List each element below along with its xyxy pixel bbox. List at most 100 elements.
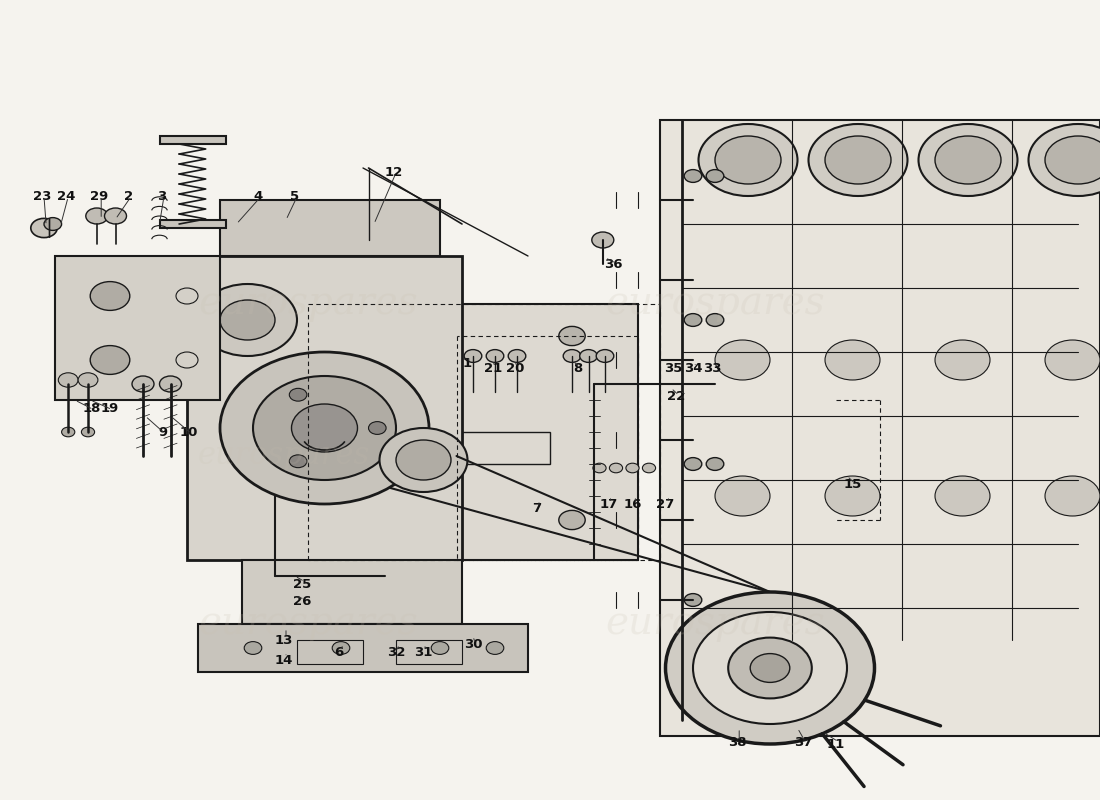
Circle shape	[750, 654, 790, 682]
Text: 14: 14	[275, 654, 293, 666]
Text: 36: 36	[605, 258, 623, 270]
Text: 32: 32	[387, 646, 405, 658]
Circle shape	[104, 208, 126, 224]
Text: 9: 9	[158, 426, 167, 438]
Polygon shape	[660, 120, 1100, 736]
Circle shape	[580, 350, 597, 362]
Circle shape	[593, 463, 606, 473]
Circle shape	[31, 218, 57, 238]
Circle shape	[706, 170, 724, 182]
Circle shape	[1045, 476, 1100, 516]
Text: 4: 4	[254, 190, 263, 202]
Circle shape	[198, 284, 297, 356]
Circle shape	[592, 232, 614, 248]
Polygon shape	[55, 256, 220, 400]
Circle shape	[935, 340, 990, 380]
Polygon shape	[220, 200, 440, 256]
Circle shape	[431, 642, 449, 654]
Circle shape	[684, 594, 702, 606]
Text: 2: 2	[124, 190, 133, 202]
Text: 16: 16	[624, 498, 641, 510]
Circle shape	[1028, 124, 1100, 196]
Circle shape	[684, 170, 702, 182]
Circle shape	[918, 124, 1018, 196]
Circle shape	[220, 352, 429, 504]
Circle shape	[825, 476, 880, 516]
Circle shape	[396, 440, 451, 480]
Text: 19: 19	[101, 402, 119, 414]
Circle shape	[728, 638, 812, 698]
Circle shape	[706, 458, 724, 470]
Circle shape	[1045, 340, 1100, 380]
Circle shape	[666, 592, 874, 744]
Text: eurospares: eurospares	[198, 286, 418, 322]
Circle shape	[244, 642, 262, 654]
Text: 7: 7	[532, 502, 541, 514]
Circle shape	[626, 463, 639, 473]
Text: 27: 27	[657, 498, 674, 510]
Text: 38: 38	[728, 736, 746, 749]
Circle shape	[160, 376, 182, 392]
Circle shape	[935, 476, 990, 516]
Circle shape	[78, 373, 98, 387]
Text: 23: 23	[33, 190, 51, 202]
Circle shape	[90, 346, 130, 374]
Circle shape	[132, 376, 154, 392]
Circle shape	[486, 350, 504, 362]
Text: eurospares: eurospares	[198, 440, 370, 471]
Text: 30: 30	[464, 638, 482, 650]
Text: 12: 12	[385, 166, 403, 178]
Circle shape	[368, 422, 386, 434]
Circle shape	[559, 510, 585, 530]
Circle shape	[684, 458, 702, 470]
Bar	[160, 220, 226, 228]
Circle shape	[1045, 136, 1100, 184]
Text: 33: 33	[704, 362, 722, 374]
Text: 37: 37	[794, 736, 812, 749]
Text: 13: 13	[275, 634, 293, 646]
Circle shape	[642, 463, 656, 473]
Circle shape	[44, 218, 62, 230]
Text: 35: 35	[664, 362, 682, 374]
Text: 34: 34	[684, 362, 702, 374]
Circle shape	[292, 404, 358, 452]
Circle shape	[935, 136, 1001, 184]
Text: 20: 20	[506, 362, 524, 374]
Text: 22: 22	[668, 390, 685, 402]
Circle shape	[715, 136, 781, 184]
Text: 26: 26	[294, 595, 311, 608]
Circle shape	[596, 350, 614, 362]
Bar	[297, 640, 363, 664]
Text: 5: 5	[290, 190, 299, 202]
Circle shape	[693, 612, 847, 724]
Circle shape	[332, 642, 350, 654]
Circle shape	[563, 350, 581, 362]
Text: 21: 21	[484, 362, 502, 374]
Circle shape	[58, 373, 78, 387]
Circle shape	[808, 124, 908, 196]
Circle shape	[62, 427, 75, 437]
Text: 24: 24	[57, 190, 75, 202]
Circle shape	[715, 476, 770, 516]
Polygon shape	[198, 624, 528, 672]
Circle shape	[253, 376, 396, 480]
Bar	[160, 136, 226, 144]
Circle shape	[289, 388, 307, 401]
Bar	[462, 432, 550, 464]
Text: eurospares: eurospares	[605, 606, 825, 642]
Text: 15: 15	[844, 478, 861, 490]
Circle shape	[825, 136, 891, 184]
Text: 25: 25	[294, 578, 311, 590]
Polygon shape	[242, 560, 462, 624]
Circle shape	[289, 455, 307, 468]
Text: eurospares: eurospares	[198, 606, 418, 642]
Circle shape	[379, 428, 467, 492]
Text: 18: 18	[82, 402, 100, 414]
Polygon shape	[187, 256, 462, 560]
Text: 11: 11	[827, 738, 845, 750]
Circle shape	[825, 340, 880, 380]
Circle shape	[684, 314, 702, 326]
Circle shape	[86, 208, 108, 224]
Circle shape	[559, 326, 585, 346]
Bar	[396, 640, 462, 664]
